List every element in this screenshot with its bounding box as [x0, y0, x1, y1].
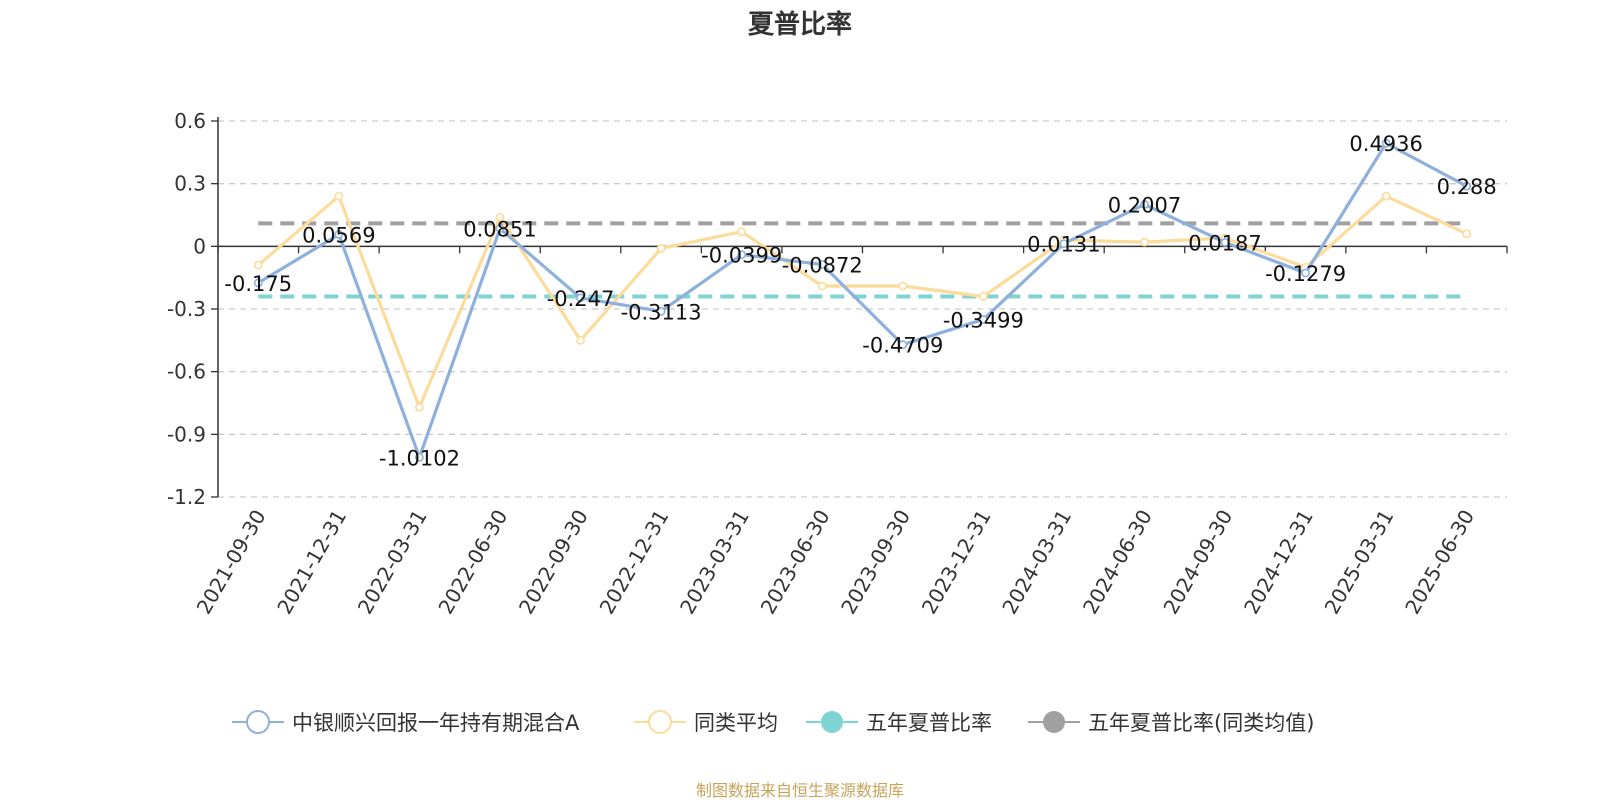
data-point: [817, 281, 827, 291]
reference-lines: [258, 221, 1467, 299]
data-label: 0.0851: [463, 218, 536, 242]
chart-title: 夏普比率: [748, 9, 852, 40]
data-point: [576, 335, 585, 345]
data-point: [817, 260, 827, 269]
data-point: [334, 230, 344, 239]
data-point: [737, 250, 747, 260]
x-tick-label: 2024-06-30: [1078, 506, 1157, 619]
data-point: [1059, 239, 1069, 248]
legend-label: 同类平均: [694, 711, 778, 735]
data-point: [978, 292, 988, 301]
data-point: [898, 281, 908, 291]
x-tick-label: 2025-03-31: [1320, 506, 1399, 619]
y-tick-label: -0.3: [167, 297, 206, 321]
data-label: 0.0131: [1027, 233, 1100, 257]
x-tick-label: 2021-12-31: [272, 506, 351, 619]
legend-marker: [1043, 711, 1065, 733]
data-point: [253, 260, 263, 270]
data-point: [1301, 268, 1310, 278]
legend-marker: [821, 711, 843, 733]
data-label: 0.0187: [1188, 231, 1261, 255]
data-point: [334, 191, 344, 201]
legend-label: 五年夏普比率: [866, 711, 992, 735]
data-label: -0.4709: [862, 334, 943, 358]
data-point: [656, 244, 666, 253]
data-labels: -0.175 0.0569 -1.0102 0.0851 -0.247-0.3113 -0…: [224, 132, 1496, 470]
x-tick-label: 2022-12-31: [595, 506, 674, 619]
y-tick-label: -0.9: [167, 422, 206, 446]
legend-marker: [648, 710, 672, 734]
data-label: 0.288: [1437, 175, 1497, 199]
legend: 中银顺兴回报一年持有期混合A 同类平均 五年夏普比率 五年夏普比率(同类均值): [232, 710, 1314, 735]
data-point: [1140, 200, 1149, 209]
x-tick-label: 2023-12-31: [917, 506, 996, 619]
data-label: -0.0872: [782, 254, 863, 278]
legend-label: 中银顺兴回报一年持有期混合A: [292, 711, 580, 735]
x-tick-label: 2022-06-30: [433, 506, 512, 619]
x-tick-label: 2022-03-31: [353, 506, 432, 619]
data-point: [576, 293, 585, 303]
data-label: -0.1279: [1265, 262, 1346, 286]
grid-lines: [218, 120, 1507, 498]
data-label: 0.2007: [1108, 193, 1181, 217]
x-tick-label: 2024-12-31: [1239, 506, 1318, 619]
series-lines: [253, 138, 1472, 462]
data-label: 0.0569: [302, 223, 375, 247]
x-tick-label: 2024-09-30: [1158, 506, 1237, 619]
y-tick-label: -1.2: [167, 485, 206, 509]
data-point: [415, 452, 424, 462]
data-point: [1381, 191, 1391, 201]
data-point: [1381, 138, 1391, 148]
data-label: -0.3499: [943, 308, 1024, 332]
x-tick-label: 2025-06-30: [1400, 506, 1479, 619]
x-tick-label: 2022-09-30: [514, 506, 593, 619]
data-point: [1220, 238, 1230, 247]
data-label: -0.0399: [701, 244, 782, 268]
data-point: [495, 212, 505, 222]
x-tick-label: 2023-03-31: [675, 506, 754, 619]
data-point: [656, 306, 666, 316]
series-line: [257, 141, 1468, 459]
y-tick-label: 0: [193, 234, 206, 258]
x-tick-label: 2021-09-30: [192, 506, 271, 619]
y-tick-label: -0.6: [167, 360, 206, 384]
data-point: [898, 340, 908, 350]
data-point: [1462, 181, 1472, 191]
y-tick-label: 0.3: [174, 172, 206, 196]
data-point: [495, 224, 505, 233]
y-tick-label: 0.6: [174, 109, 206, 133]
legend-marker: [246, 710, 270, 734]
x-tick-label: 2023-09-30: [836, 506, 915, 619]
x-tick-label: 2024-03-31: [997, 506, 1076, 619]
data-point: [1462, 229, 1472, 239]
x-tick-label: 2023-06-30: [756, 506, 835, 619]
data-point: [253, 278, 263, 288]
data-point: [978, 315, 988, 324]
data-label: -1.0102: [379, 446, 460, 470]
data-point: [737, 227, 747, 237]
data-label: -0.247: [547, 287, 615, 311]
data-label: -0.175: [224, 272, 292, 296]
data-point: [415, 402, 424, 412]
data-label: 0.4936: [1349, 132, 1422, 156]
data-label: -0.3113: [621, 300, 702, 324]
series-line: [257, 194, 1468, 409]
data-point: [1140, 237, 1149, 247]
legend-label: 五年夏普比率(同类均值): [1088, 711, 1314, 735]
data-source-note: 制图数据来自恒生聚源数据库: [696, 781, 904, 800]
